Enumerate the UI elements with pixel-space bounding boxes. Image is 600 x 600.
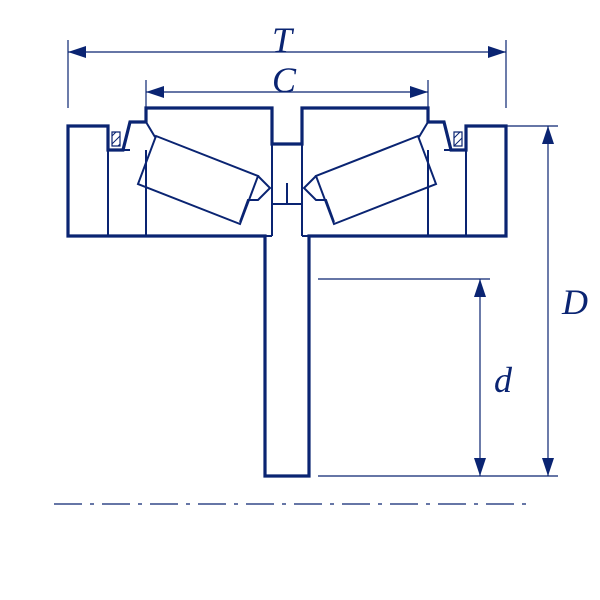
label-d: d <box>494 362 512 398</box>
label-T: T <box>272 22 292 58</box>
bearing-diagram: T C D d <box>0 0 600 600</box>
diagram-svg <box>0 0 600 600</box>
label-C: C <box>272 62 296 98</box>
label-D: D <box>562 284 588 320</box>
